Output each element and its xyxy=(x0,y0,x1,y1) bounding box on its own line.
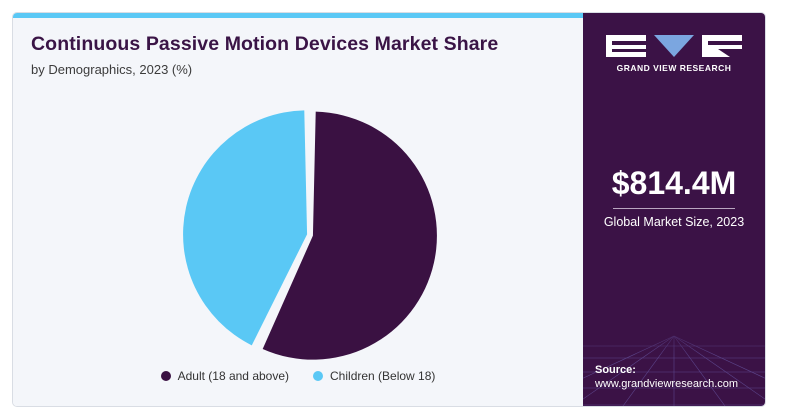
chart-legend: Adult (18 and above) Children (Below 18) xyxy=(13,369,583,383)
source-label: Source: xyxy=(595,364,636,376)
brand-logo: GRAND VIEW RESEARCH xyxy=(583,35,765,73)
legend-swatch-adult xyxy=(160,371,171,381)
pie-slice-children xyxy=(183,110,308,346)
legend-item-adult: Adult (18 and above) xyxy=(160,369,290,383)
brand-name: GRAND VIEW RESEARCH xyxy=(616,63,732,73)
grid-decoration xyxy=(583,316,765,406)
infographic-card: Continuous Passive Motion Devices Market… xyxy=(13,13,765,406)
legend-item-children: Children (Below 18) xyxy=(313,369,435,383)
gvr-logo-icon xyxy=(606,35,742,57)
accent-strip xyxy=(13,13,583,18)
market-size-label: Global Market Size, 2023 xyxy=(603,215,745,229)
source-url: www.grandviewresearch.com xyxy=(595,378,739,390)
chart-subtitle: by Demographics, 2023 (%) xyxy=(31,62,193,77)
pie-chart xyxy=(183,110,437,360)
pie-slice-adult xyxy=(262,111,437,360)
market-size-value: $814.4M xyxy=(611,165,737,201)
legend-swatch-children xyxy=(313,371,324,381)
info-sidebar: GRAND VIEW RESEARCH $814.4M Global Marke… xyxy=(583,13,765,406)
chart-panel: Continuous Passive Motion Devices Market… xyxy=(13,13,583,406)
chart-title: Continuous Passive Motion Devices Market… xyxy=(31,33,499,55)
legend-label-children: Children (Below 18) xyxy=(330,369,436,383)
source-block: Source: www.grandviewresearch.com xyxy=(595,363,738,391)
legend-label-adult: Adult (18 and above) xyxy=(177,369,290,383)
divider xyxy=(613,208,735,209)
